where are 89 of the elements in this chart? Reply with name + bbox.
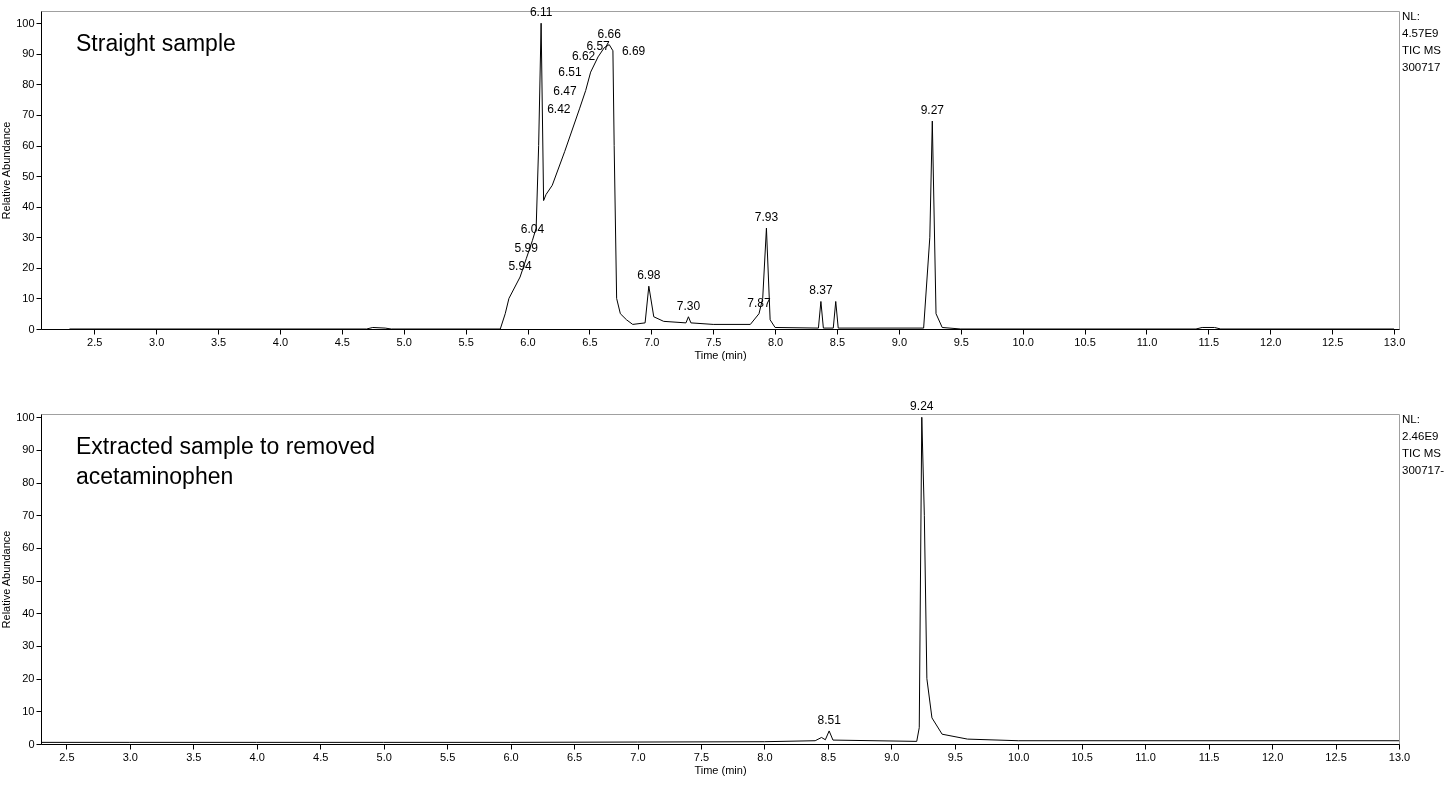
y-tick-label: 0 [28, 322, 35, 335]
x-tick-label: 8.0 [767, 335, 784, 348]
x-tick-label: 11.5 [1198, 335, 1220, 348]
x-axis-title: Time (min) [694, 763, 747, 776]
y-axis-title: Relative Abundance [0, 530, 13, 629]
y-tick-label: 0 [28, 737, 35, 750]
annotation: 6.47 [553, 83, 578, 98]
y-tick-label: 80 [22, 476, 35, 489]
y-tick-label: 50 [22, 574, 35, 587]
annotation: 8.51 [817, 712, 842, 727]
y-axis-title: Relative Abundance [0, 121, 13, 220]
x-tick-label: 9.0 [891, 335, 908, 348]
annotation: 8.37 [809, 283, 833, 298]
x-tick-label: 7.5 [693, 750, 710, 763]
x-tick-label: 6.0 [503, 750, 519, 763]
x-tick-label: 5.5 [458, 335, 474, 348]
x-tick-label: 4.0 [249, 750, 265, 763]
y-tick-label: 40 [22, 606, 35, 619]
x-tick-label: 9.5 [947, 750, 963, 763]
annotation: 6.66 [597, 26, 622, 41]
x-tick-label: 3.0 [122, 750, 138, 763]
y-tick-label: 80 [22, 77, 35, 90]
annotation: 6.51 [558, 65, 582, 80]
x-tick-label: 11.0 [1136, 335, 1158, 348]
x-tick-label: 6.5 [582, 335, 598, 348]
annotation: 5.99 [514, 240, 539, 255]
x-tick-label: 13.0 [1388, 750, 1411, 763]
y-tick-label: 30 [22, 639, 35, 652]
annotation: 9.27 [920, 103, 945, 118]
y-tick-label: 90 [22, 47, 35, 60]
x-tick-label: 4.5 [313, 750, 329, 763]
x-tick-label: 7.5 [706, 335, 722, 348]
annotation: 6.11 [529, 5, 553, 20]
annotation: 9.24 [910, 399, 934, 414]
x-tick-label: 11.0 [1135, 750, 1156, 763]
x-tick-label: 8.5 [829, 335, 846, 348]
x-tick-label: 3.0 [148, 335, 165, 348]
x-tick-label: 9.5 [953, 335, 969, 348]
annotation: 7.30 [676, 298, 701, 313]
x-tick-label: 6.0 [520, 335, 536, 348]
annotation: 6.69 [621, 43, 646, 58]
y-tick-label: 40 [22, 200, 35, 213]
y-tick-label: 50 [22, 169, 35, 182]
x-tick-label: 5.5 [439, 750, 456, 763]
y-tick-label: 60 [22, 541, 35, 554]
y-tick-label: 90 [22, 443, 35, 456]
y-tick-label: 10 [22, 291, 35, 304]
x-tick-label: 12.0 [1260, 335, 1282, 348]
annotation: 6.04 [520, 222, 545, 237]
y-tick-label: 30 [22, 230, 35, 243]
y-tick-label: 10 [22, 704, 35, 717]
x-axis-title: Time (min) [694, 348, 747, 361]
y-tick-label: 100 [16, 410, 35, 423]
x-tick-label: 3.5 [186, 750, 202, 763]
x-tick-label: 5.0 [396, 335, 412, 348]
x-tick-label: 4.0 [272, 335, 289, 348]
x-tick-label: 7.0 [644, 335, 660, 348]
text: NL: 4.57E9 TIC MS 300717 [1402, 10, 1442, 73]
x-tick-label: 8.5 [820, 750, 837, 763]
x-tick-label: 5.0 [376, 750, 392, 763]
y-tick-label: 60 [22, 139, 35, 152]
x-tick-label: 7.0 [630, 750, 646, 763]
x-tick-label: 6.5 [566, 750, 583, 763]
annotation: 6.42 [547, 101, 571, 116]
x-tick-label: 3.5 [210, 335, 227, 348]
x-tick-label: 8.0 [757, 750, 773, 763]
annotation: 6.98 [637, 268, 661, 283]
x-tick-label: 11.5 [1198, 750, 1220, 763]
x-tick-label: 2.5 [87, 335, 103, 348]
x-tick-label: 12.5 [1321, 335, 1344, 348]
y-tick-label: 20 [22, 261, 35, 274]
x-tick-label: 10.5 [1071, 750, 1093, 763]
x-tick-label: 10.5 [1074, 335, 1096, 348]
x-tick-label: 4.5 [334, 335, 350, 348]
x-tick-label: 9.0 [884, 750, 900, 763]
text: NL: 2.46E9 TIC MS 300717- [1402, 413, 1445, 476]
y-tick-label: 20 [22, 672, 35, 685]
y-tick-label: 70 [22, 108, 35, 121]
x-tick-label: 2.5 [59, 750, 75, 763]
annotation: Extracted sample to removed acetaminophen [76, 433, 376, 489]
x-tick-label: 12.5 [1325, 750, 1347, 763]
x-tick-label: 12.0 [1261, 750, 1284, 763]
x-tick-label: 13.0 [1383, 335, 1406, 348]
x-tick-label: 10.0 [1008, 750, 1030, 763]
annotation: Straight sample [76, 30, 236, 56]
annotation: 7.93 [754, 210, 779, 225]
y-tick-label: 70 [22, 508, 35, 521]
y-tick-label: 100 [16, 16, 35, 29]
x-tick-label: 10.0 [1012, 335, 1034, 348]
